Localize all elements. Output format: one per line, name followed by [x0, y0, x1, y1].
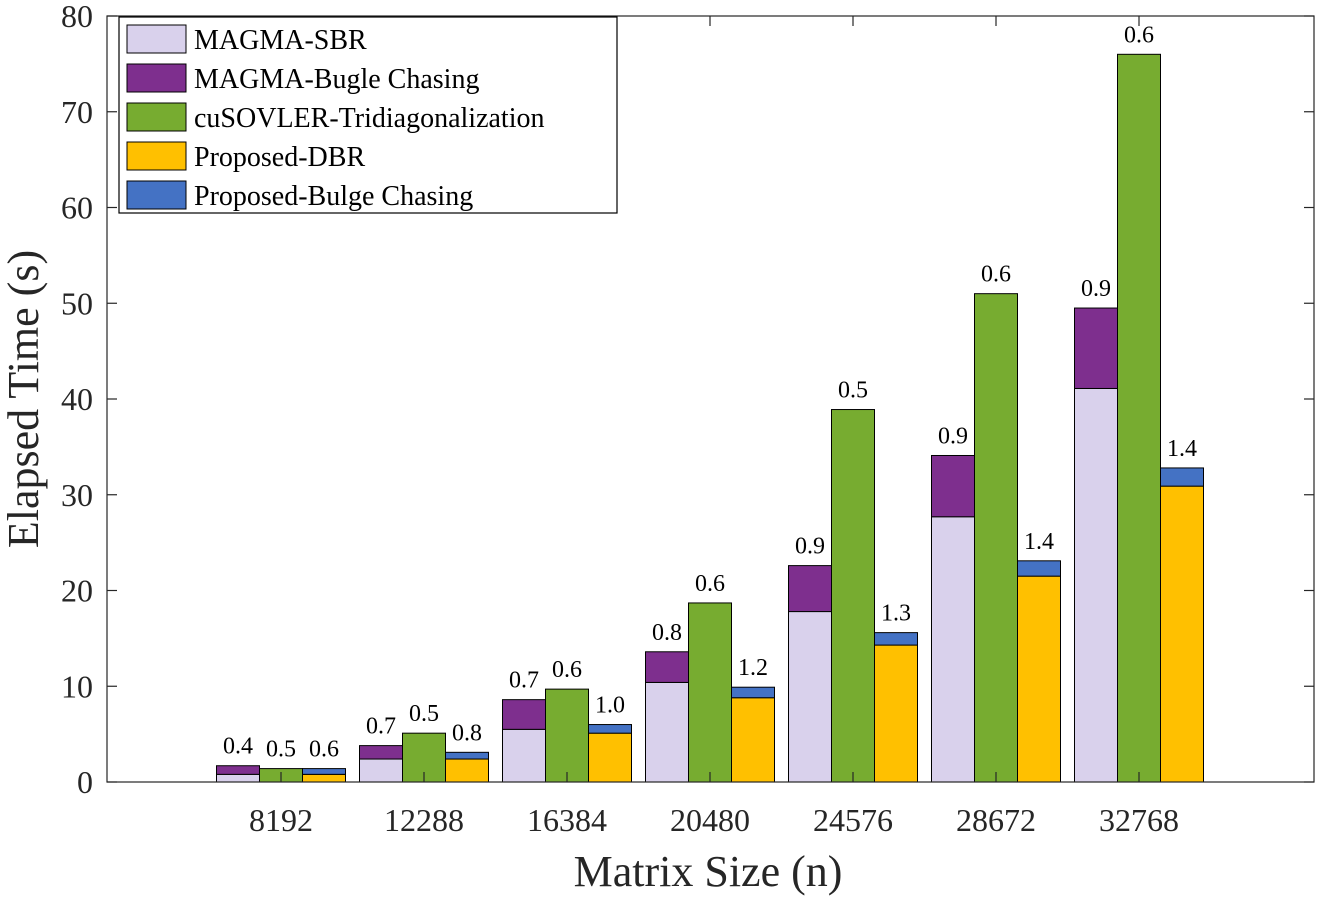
- y-axis: 0 10 20 30 40 50 60 70 80: [61, 0, 1314, 800]
- bar-value-label-cusolver-28672: 0.6: [981, 262, 1011, 288]
- bar-value-label-proposed-28672: 1.4: [1024, 529, 1054, 555]
- bar-value-label-cusolver-12288: 0.5: [409, 701, 439, 727]
- legend-entry-label: MAGMA-Bugle Chasing: [194, 64, 479, 95]
- legend-entry-label: cuSOVLER-Tridiagonalization: [194, 103, 544, 134]
- bar-magma-magma-bugle-chasing-32768: [1074, 307, 1118, 389]
- y-tick-label: 80: [61, 0, 93, 34]
- bar-value-label-cusolver-24576: 0.5: [838, 378, 868, 404]
- legend-swatch: [126, 102, 187, 132]
- bar-proposed-proposed-bulge-chasing-28672: [1017, 560, 1061, 577]
- legend-swatch: [126, 24, 187, 54]
- bar-value-label-proposed-16384: 1.0: [595, 693, 625, 719]
- x-tick-label: 20480: [670, 802, 750, 838]
- x-tick-label: 32768: [1099, 802, 1179, 838]
- bar-proposed-proposed-dbr-8192: [302, 773, 346, 783]
- legend-swatch: [126, 141, 187, 171]
- y-tick-label: 40: [61, 381, 93, 417]
- bars-layer: [216, 53, 1204, 783]
- bar-magma-magma-sbr-28672: [931, 516, 975, 783]
- bar-value-label-proposed-32768: 1.4: [1167, 436, 1197, 462]
- bar-magma-magma-sbr-8192: [216, 773, 260, 783]
- bar-cusolver-cusovler-tridiagonalization-16384: [545, 688, 589, 783]
- x-tick-label: 28672: [956, 802, 1036, 838]
- legend-swatch: [126, 180, 187, 210]
- bar-cusolver-cusovler-tridiagonalization-24576: [831, 409, 875, 783]
- bar-magma-magma-bugle-chasing-28672: [931, 454, 975, 518]
- y-axis-title: Elapsed Time (s): [0, 250, 48, 548]
- x-tick-label: 16384: [527, 802, 607, 838]
- bar-value-label-magma-20480: 0.8: [652, 620, 682, 646]
- y-tick-label: 10: [61, 668, 93, 704]
- x-tick-label: 8192: [249, 802, 313, 838]
- legend-entry-label: Proposed-Bulge Chasing: [194, 181, 473, 212]
- bar-magma-magma-bugle-chasing-12288: [359, 745, 403, 760]
- y-tick-label: 60: [61, 190, 93, 226]
- bar-cusolver-cusovler-tridiagonalization-28672: [974, 293, 1018, 783]
- bar-value-label-proposed-12288: 0.8: [452, 720, 482, 746]
- bar-value-label-magma-8192: 0.4: [223, 734, 253, 760]
- bar-labels-layer: 0.4 0.5 0.6 0.7 0.5 0.8 0.7 0.6 1.0 0.8 0.6 1.2 0.9 0…: [223, 22, 1197, 762]
- bar-proposed-proposed-bulge-chasing-12288: [445, 751, 489, 760]
- bar-magma-magma-sbr-20480: [645, 681, 689, 783]
- bar-proposed-proposed-dbr-24576: [874, 644, 918, 783]
- bar-proposed-proposed-dbr-20480: [731, 697, 775, 783]
- bar-value-label-magma-16384: 0.7: [509, 668, 539, 694]
- y-tick-label: 70: [61, 94, 93, 130]
- bar-value-label-magma-28672: 0.9: [938, 423, 968, 449]
- bar-value-label-cusolver-32768: 0.6: [1124, 22, 1154, 48]
- bar-magma-magma-bugle-chasing-16384: [502, 699, 546, 730]
- bar-value-label-magma-12288: 0.7: [366, 714, 396, 740]
- bar-value-label-cusolver-16384: 0.6: [552, 657, 582, 683]
- y-tick-label: 30: [61, 477, 93, 513]
- bar-magma-magma-sbr-16384: [502, 728, 546, 783]
- bar-proposed-proposed-dbr-28672: [1017, 575, 1061, 783]
- bar-magma-magma-bugle-chasing-20480: [645, 651, 689, 683]
- y-tick-label: 0: [77, 764, 93, 800]
- x-tick-label: 24576: [813, 802, 893, 838]
- bar-proposed-proposed-bulge-chasing-16384: [588, 724, 632, 734]
- bar-magma-magma-bugle-chasing-8192: [216, 765, 260, 775]
- bar-magma-magma-sbr-24576: [788, 611, 832, 783]
- bar-proposed-proposed-dbr-32768: [1160, 485, 1204, 783]
- bar-magma-magma-sbr-12288: [359, 758, 403, 783]
- legend-entry-label: MAGMA-SBR: [194, 25, 367, 56]
- x-axis: 8192 12288 16384 20480 24576 28672 32768: [249, 16, 1179, 838]
- bar-magma-magma-bugle-chasing-24576: [788, 565, 832, 613]
- legend-swatch: [126, 63, 187, 93]
- bar-value-label-magma-32768: 0.9: [1081, 276, 1111, 302]
- bar-cusolver-cusovler-tridiagonalization-20480: [688, 602, 732, 783]
- bar-value-label-cusolver-20480: 0.6: [695, 571, 725, 597]
- x-axis-title: Matrix Size (n): [574, 847, 843, 896]
- bar-proposed-proposed-bulge-chasing-24576: [874, 632, 918, 646]
- bar-proposed-proposed-dbr-16384: [588, 732, 632, 783]
- legend-entry-label: Proposed-DBR: [194, 142, 365, 173]
- bar-magma-magma-sbr-32768: [1074, 387, 1118, 783]
- bar-value-label-magma-24576: 0.9: [795, 534, 825, 560]
- bar-value-label-proposed-24576: 1.3: [881, 601, 911, 627]
- y-tick-label: 20: [61, 573, 93, 609]
- bar-value-label-cusolver-8192: 0.5: [266, 737, 296, 763]
- y-tick-label: 50: [61, 285, 93, 321]
- bar-proposed-proposed-bulge-chasing-8192: [302, 768, 346, 775]
- bar-proposed-proposed-bulge-chasing-20480: [731, 686, 775, 699]
- legend: MAGMA-SBR MAGMA-Bugle Chasing cuSOVLER-Tri…: [118, 16, 618, 214]
- bar-value-label-proposed-8192: 0.6: [309, 737, 339, 763]
- bar-proposed-proposed-dbr-12288: [445, 758, 489, 783]
- bar-proposed-proposed-bulge-chasing-32768: [1160, 467, 1204, 487]
- legend-box: [118, 16, 618, 214]
- x-tick-label: 12288: [384, 802, 464, 838]
- bar-cusolver-cusovler-tridiagonalization-32768: [1117, 53, 1161, 783]
- bar-value-label-proposed-20480: 1.2: [738, 655, 768, 681]
